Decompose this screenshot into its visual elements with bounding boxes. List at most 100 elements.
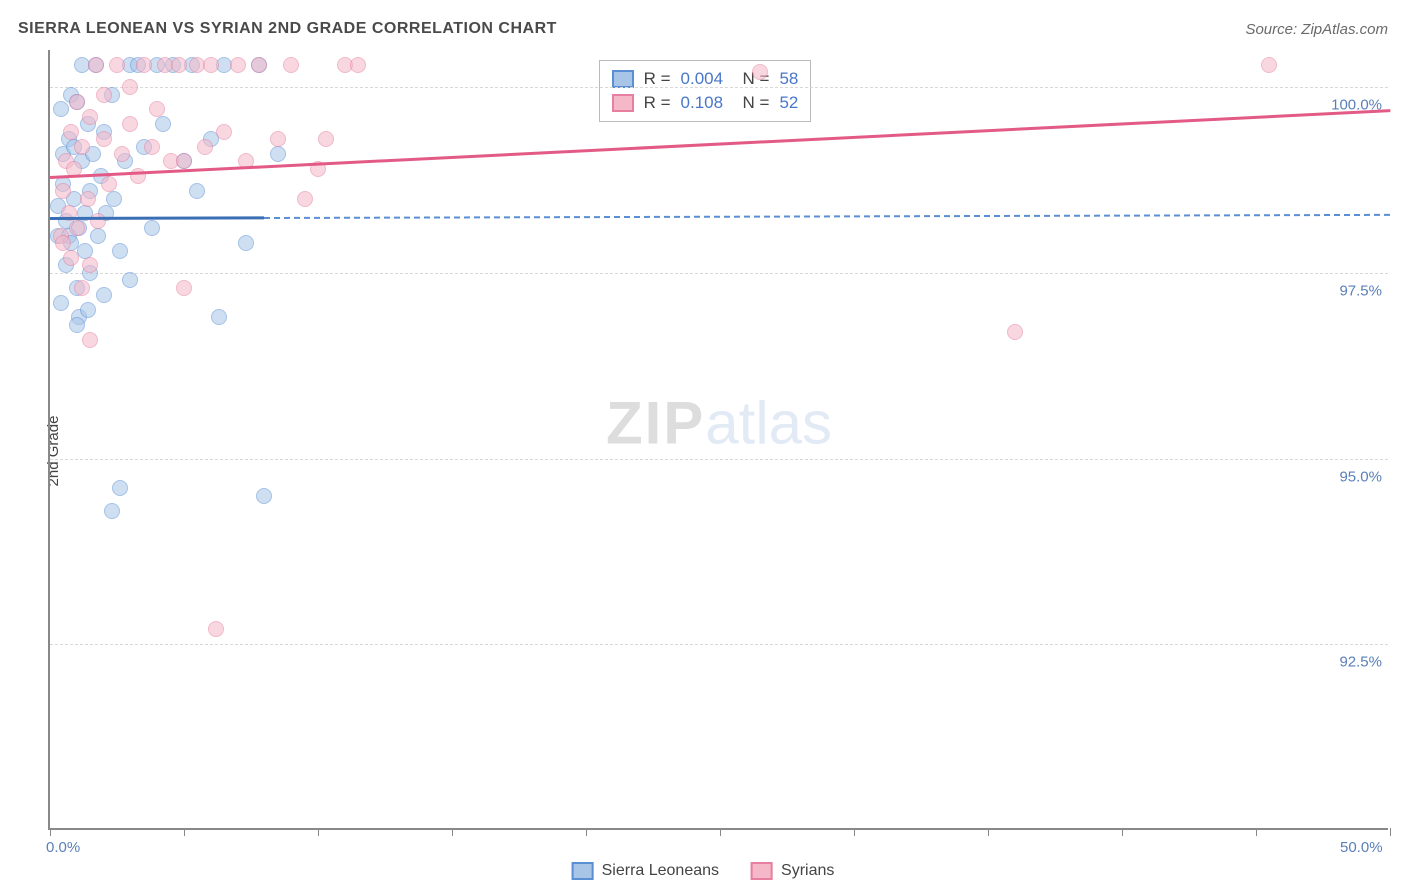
data-point bbox=[74, 139, 90, 155]
data-point bbox=[90, 213, 106, 229]
stat-r-value: 0.108 bbox=[681, 93, 724, 113]
data-point bbox=[55, 183, 71, 199]
x-tick bbox=[184, 828, 185, 836]
data-point bbox=[90, 228, 106, 244]
x-tick bbox=[50, 828, 51, 836]
data-point bbox=[256, 488, 272, 504]
data-point bbox=[752, 64, 768, 80]
gridline-h bbox=[50, 87, 1388, 88]
data-point bbox=[53, 295, 69, 311]
x-tick bbox=[452, 828, 453, 836]
data-point bbox=[69, 317, 85, 333]
gridline-h bbox=[50, 644, 1388, 645]
data-point bbox=[238, 235, 254, 251]
x-tick bbox=[318, 828, 319, 836]
legend-item: Sierra Leoneans bbox=[572, 862, 719, 880]
legend-swatch bbox=[612, 94, 634, 112]
stat-r-label: R = bbox=[644, 93, 671, 113]
data-point bbox=[80, 302, 96, 318]
data-point bbox=[104, 503, 120, 519]
data-point bbox=[251, 57, 267, 73]
data-point bbox=[270, 131, 286, 147]
data-point bbox=[350, 57, 366, 73]
legend-swatch bbox=[572, 862, 594, 880]
x-tick bbox=[720, 828, 721, 836]
data-point bbox=[203, 57, 219, 73]
data-point bbox=[63, 124, 79, 140]
data-point bbox=[114, 146, 130, 162]
data-point bbox=[176, 280, 192, 296]
chart-source: Source: ZipAtlas.com bbox=[1245, 21, 1388, 38]
stat-r-value: 0.004 bbox=[681, 69, 724, 89]
x-tick-label: 50.0% bbox=[1340, 839, 1383, 856]
chart-title: SIERRA LEONEAN VS SYRIAN 2ND GRADE CORRE… bbox=[18, 20, 557, 38]
plot-region: ZIPatlas R = 0.004 N = 58R = 0.108 N = 5… bbox=[48, 50, 1388, 830]
data-point bbox=[112, 480, 128, 496]
x-tick bbox=[1390, 828, 1391, 836]
data-point bbox=[1007, 324, 1023, 340]
data-point bbox=[144, 139, 160, 155]
data-point bbox=[63, 250, 79, 266]
stat-n-label: N = bbox=[733, 93, 769, 113]
stat-legend: R = 0.004 N = 58R = 0.108 N = 52 bbox=[599, 60, 812, 122]
x-tick-label: 0.0% bbox=[46, 839, 80, 856]
data-point bbox=[74, 280, 90, 296]
data-point bbox=[101, 176, 117, 192]
data-point bbox=[96, 287, 112, 303]
data-point bbox=[318, 131, 334, 147]
data-point bbox=[96, 131, 112, 147]
data-point bbox=[230, 57, 246, 73]
data-point bbox=[189, 183, 205, 199]
legend-label: Syrians bbox=[781, 862, 834, 880]
data-point bbox=[109, 57, 125, 73]
stat-r-label: R = bbox=[644, 69, 671, 89]
data-point bbox=[283, 57, 299, 73]
legend-swatch bbox=[612, 70, 634, 88]
data-point bbox=[55, 235, 71, 251]
gridline-h bbox=[50, 459, 1388, 460]
data-point bbox=[122, 272, 138, 288]
y-tick-label: 92.5% bbox=[1339, 654, 1382, 671]
data-point bbox=[144, 220, 160, 236]
data-point bbox=[96, 87, 112, 103]
data-point bbox=[82, 332, 98, 348]
data-point bbox=[149, 101, 165, 117]
stat-legend-row: R = 0.108 N = 52 bbox=[612, 91, 799, 115]
data-point bbox=[297, 191, 313, 207]
data-point bbox=[211, 309, 227, 325]
watermark: ZIPatlas bbox=[606, 389, 832, 458]
trend-line-extrapolated bbox=[264, 213, 1390, 218]
data-point bbox=[176, 153, 192, 169]
y-tick-label: 97.5% bbox=[1339, 282, 1382, 299]
trend-line bbox=[50, 217, 264, 221]
data-point bbox=[155, 116, 171, 132]
stat-n-value: 52 bbox=[779, 93, 798, 113]
data-point bbox=[112, 243, 128, 259]
data-point bbox=[122, 116, 138, 132]
data-point bbox=[171, 57, 187, 73]
data-point bbox=[69, 94, 85, 110]
stat-n-value: 58 bbox=[779, 69, 798, 89]
legend-label: Sierra Leoneans bbox=[602, 862, 719, 880]
data-point bbox=[106, 191, 122, 207]
data-point bbox=[69, 220, 85, 236]
data-point bbox=[216, 124, 232, 140]
data-point bbox=[82, 109, 98, 125]
data-point bbox=[82, 257, 98, 273]
data-point bbox=[270, 146, 286, 162]
gridline-h bbox=[50, 273, 1388, 274]
legend-swatch bbox=[751, 862, 773, 880]
data-point bbox=[136, 57, 152, 73]
data-point bbox=[80, 191, 96, 207]
x-tick bbox=[988, 828, 989, 836]
data-point bbox=[208, 621, 224, 637]
series-legend: Sierra Leoneans Syrians bbox=[572, 862, 835, 880]
x-tick bbox=[1256, 828, 1257, 836]
x-tick bbox=[854, 828, 855, 836]
data-point bbox=[88, 57, 104, 73]
data-point bbox=[1261, 57, 1277, 73]
data-point bbox=[53, 101, 69, 117]
legend-item: Syrians bbox=[751, 862, 834, 880]
y-tick-label: 95.0% bbox=[1339, 468, 1382, 485]
chart-area: 2nd Grade ZIPatlas R = 0.004 N = 58R = 0… bbox=[48, 50, 1388, 852]
